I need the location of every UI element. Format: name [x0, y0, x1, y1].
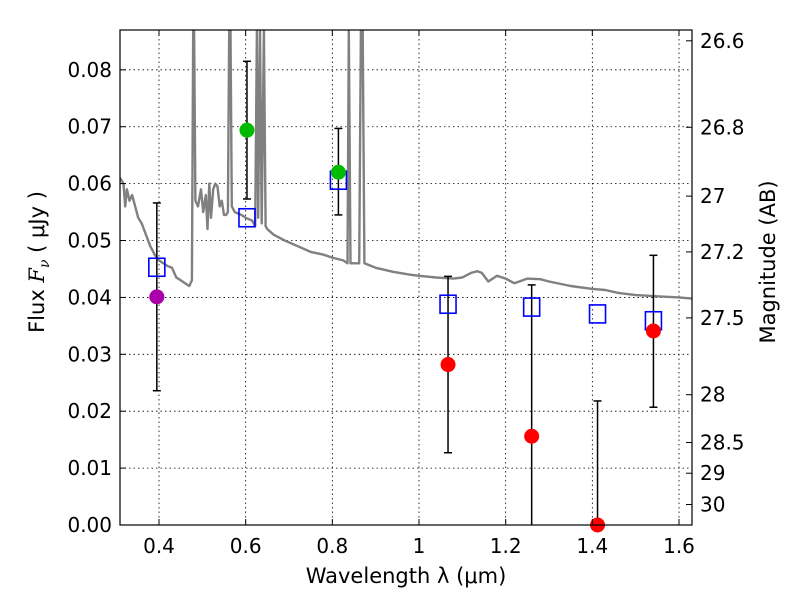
- x-axis-title: Wavelength λ (μm): [306, 564, 507, 588]
- y-tick-label: 0.05: [67, 229, 112, 253]
- y2-tick-label: 29: [700, 461, 725, 485]
- y-tick-label: 0.03: [67, 342, 112, 366]
- y-tick-label: 0.04: [67, 285, 112, 309]
- y2-tick-label: 27: [700, 184, 725, 208]
- y2-tick-label: 27.2: [700, 240, 745, 264]
- observed-flux-point: [239, 122, 255, 138]
- y2-tick-label: 30: [700, 493, 725, 517]
- y2-tick-label: 26.8: [700, 115, 745, 139]
- x-tick-label: 1: [413, 534, 426, 558]
- y-axis-title: Flux Fν ( μJy ): [25, 191, 53, 333]
- secondary-y-axis-title: Magnitude (AB): [756, 180, 780, 343]
- model-photometry-square: [148, 257, 166, 278]
- y-axis-title-symbol: F: [25, 267, 49, 284]
- x-tick-label: 0.4: [143, 534, 175, 558]
- y-tick-label: 0.02: [67, 399, 112, 423]
- y2-tick-label: 27.5: [700, 306, 745, 330]
- x-tick-label: 1.2: [490, 534, 522, 558]
- model-photometry-square: [588, 304, 607, 324]
- sed-model-line: [120, 30, 692, 300]
- y-tick-label: 0.00: [67, 513, 112, 537]
- observed-flux-point: [149, 289, 165, 305]
- plot-area: [120, 30, 692, 300]
- y-tick-label: 0.06: [67, 172, 112, 196]
- axis-ticks: 0.4 0.6 0.8 1 1.2 1.4 1.6 0.00 0.01 0.02 0.03 0.04 0…: [67, 29, 744, 558]
- y-axis-title-prefix: Flux: [25, 283, 49, 333]
- observed-flux-point: [330, 164, 346, 180]
- y-tick-label: 0.07: [67, 115, 112, 139]
- x-tick-label: 0.6: [230, 534, 262, 558]
- plot-background: [120, 30, 692, 525]
- y-axis-title-suffix: ( μJy ): [25, 191, 49, 259]
- y2-tick-label: 26.6: [700, 29, 745, 53]
- y-tick-label: 0.01: [67, 456, 112, 480]
- y2-tick-label: 28: [700, 383, 725, 407]
- observed-flux-point: [645, 323, 661, 339]
- y-tick-label: 0.08: [67, 58, 112, 82]
- model-photometry-square: [238, 207, 256, 228]
- model-photometry-square: [439, 294, 457, 315]
- x-tick-label: 0.8: [316, 534, 348, 558]
- model-photometry-square: [522, 297, 541, 317]
- observed-flux-point: [524, 428, 540, 444]
- y2-tick-label: 28.5: [700, 431, 745, 455]
- x-tick-label: 1.4: [576, 534, 608, 558]
- plot-frame: [119, 29, 693, 526]
- observed-flux-point: [440, 357, 456, 373]
- y-axis-title-subscript: ν: [37, 259, 53, 268]
- x-tick-label: 1.6: [663, 534, 695, 558]
- error-bars: [148, 60, 663, 533]
